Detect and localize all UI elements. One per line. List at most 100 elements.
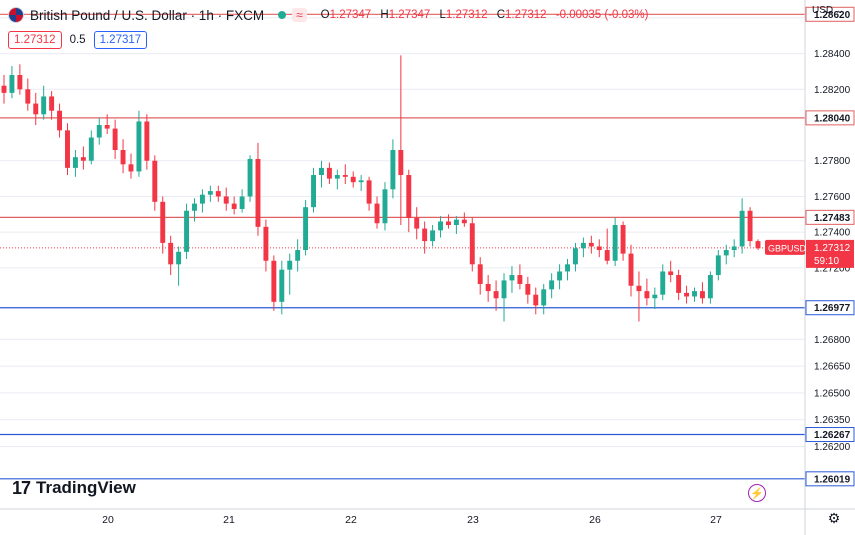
candle-body — [684, 292, 690, 297]
candle-body — [279, 269, 285, 302]
open-value: 1.27347 — [329, 9, 372, 21]
symbol-tag-box — [765, 239, 805, 255]
candle — [17, 64, 23, 95]
candle — [406, 169, 412, 233]
candle — [326, 162, 332, 184]
candle-body — [72, 157, 78, 168]
candle-body — [374, 203, 380, 224]
candle — [731, 239, 737, 258]
high-value: 1.27347 — [388, 9, 431, 21]
candle-body — [739, 210, 745, 247]
candle — [533, 287, 539, 315]
data-status-icon[interactable]: ≈ — [292, 8, 307, 22]
candle — [469, 217, 475, 272]
candle — [668, 260, 674, 283]
candle — [604, 228, 610, 265]
candle — [660, 264, 666, 301]
x-tick-label: 20 — [102, 514, 114, 526]
candle-body — [263, 226, 269, 261]
candle — [588, 235, 594, 254]
candle-body — [422, 228, 428, 242]
candle-body — [596, 246, 602, 251]
candle-body — [311, 175, 316, 208]
candle-body — [160, 201, 166, 243]
candle — [255, 142, 261, 236]
candle-body — [699, 291, 705, 299]
level-tag-box — [805, 6, 855, 22]
candle-body — [557, 271, 563, 281]
sell-price-button[interactable]: 1.27312 — [8, 31, 62, 49]
level-tag-box — [805, 471, 855, 487]
candle — [358, 175, 364, 192]
candle — [80, 146, 86, 170]
candle-body — [49, 96, 55, 111]
candle-body — [580, 242, 586, 249]
candle-body — [604, 250, 610, 261]
candle-body — [461, 219, 467, 224]
candle — [184, 203, 190, 259]
candle-body — [477, 264, 483, 284]
candle-body — [152, 160, 158, 202]
candle-body — [326, 167, 332, 179]
candle — [1, 75, 7, 104]
y-tick-label: 1.27400 — [814, 228, 851, 239]
candle-body — [660, 271, 666, 295]
candle — [57, 103, 63, 138]
y-tick-label: 1.27600 — [814, 192, 851, 203]
candle — [557, 264, 563, 290]
candle — [453, 216, 459, 234]
candle — [485, 275, 491, 302]
countdown-label: 59:10 — [814, 256, 839, 267]
candle — [279, 260, 285, 315]
y-tick-label: 1.27800 — [814, 156, 851, 167]
symbol-title[interactable]: British Pound / U.S. Dollar · 1h · FXCM — [30, 7, 265, 23]
candle — [461, 212, 467, 227]
change-value: -0.00035 (-0.03%) — [555, 9, 649, 21]
candle — [350, 171, 356, 188]
candle-body — [287, 260, 293, 270]
candle — [342, 164, 348, 184]
candle — [517, 264, 523, 290]
candle-body — [207, 191, 213, 195]
candle-body — [565, 264, 570, 272]
tradingview-logo[interactable]: 17 TradingView — [12, 476, 136, 500]
price-levels — [0, 13, 805, 480]
candle-body — [636, 285, 642, 292]
candle-body — [501, 280, 507, 299]
candle — [390, 139, 396, 199]
candle-body — [215, 191, 221, 197]
settings-gear-icon[interactable]: ⚙ — [827, 509, 841, 526]
candle-body — [549, 280, 555, 290]
candle-body — [485, 283, 491, 292]
candle — [215, 185, 221, 202]
close-value: 1.27312 — [505, 9, 547, 21]
candle-body — [128, 164, 134, 172]
candle-body — [176, 251, 182, 265]
candle — [652, 287, 658, 309]
candle-body — [382, 189, 388, 224]
time-axis[interactable]: 20 21 22 23 26 27 — [0, 508, 855, 526]
currency-selector[interactable]: USD ⌄ — [812, 5, 845, 16]
level-tag-label: 1.26019 — [814, 474, 851, 485]
flash-icon[interactable]: ⚡ — [748, 484, 766, 502]
candle — [715, 250, 721, 281]
candle — [477, 257, 483, 295]
candle — [723, 244, 729, 265]
candle-body — [723, 250, 729, 256]
candle — [287, 253, 293, 295]
y-tick-label: 1.26800 — [814, 335, 851, 346]
candle — [9, 66, 15, 99]
candle-body — [755, 241, 761, 249]
candle — [136, 110, 142, 177]
candle-body — [136, 121, 142, 172]
candle-body — [390, 150, 396, 190]
buy-price-button[interactable]: 1.27317 — [93, 31, 148, 49]
candle-body — [255, 158, 261, 227]
candle-body — [644, 291, 650, 299]
candle — [438, 216, 443, 238]
candle-body — [747, 210, 753, 242]
spread-value: 0.5 — [69, 34, 86, 46]
candle — [144, 114, 150, 170]
candle-body — [199, 194, 205, 204]
